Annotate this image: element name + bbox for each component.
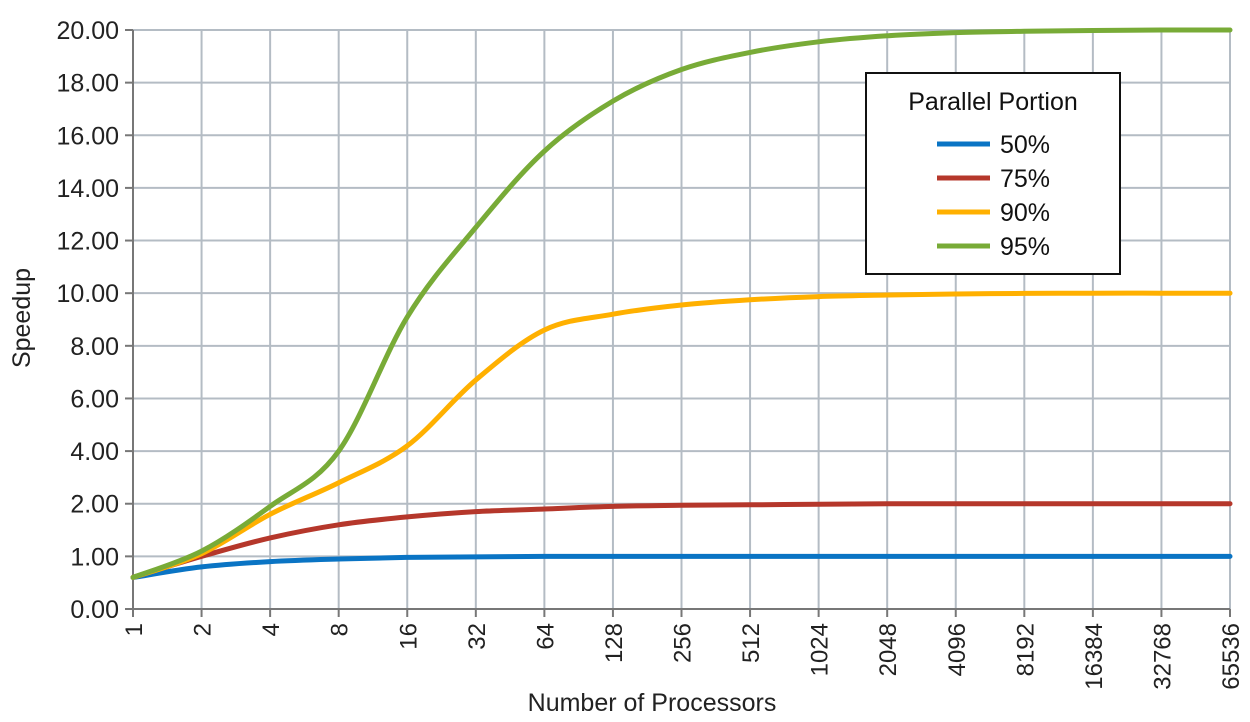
y-tick-label: 8.00	[70, 333, 119, 361]
x-tick-label: 8192	[1012, 623, 1039, 676]
x-tick-label: 1024	[807, 623, 834, 676]
x-tick-label: 4	[258, 623, 285, 636]
legend-label: 95%	[1000, 233, 1050, 261]
y-tick-label: 2.00	[70, 491, 119, 519]
y-tick-label: 4.00	[70, 438, 119, 466]
y-tick-label: 12.00	[56, 228, 119, 256]
legend-label: 75%	[1000, 165, 1050, 193]
x-tick-label: 2048	[875, 623, 902, 676]
y-tick-label: 6.00	[70, 385, 119, 413]
y-tick-label: 10.00	[56, 280, 119, 308]
x-tick-label: 256	[670, 623, 697, 663]
series-line-50-percent	[130, 553, 1233, 580]
x-tick-label: 16384	[1081, 623, 1108, 690]
x-tick-label: 2	[190, 623, 217, 636]
legend-title: Parallel Portion	[908, 88, 1078, 116]
x-axis-title: Number of Processors	[528, 689, 777, 717]
y-tick-label: 0.00	[70, 596, 119, 624]
x-tick-label: 8	[327, 623, 354, 636]
y-tick-label: 14.00	[56, 175, 119, 203]
legend-box	[865, 72, 1121, 275]
legend-label: 50%	[1000, 131, 1050, 159]
y-axis-title: Speedup	[8, 268, 36, 368]
series-line-75-percent	[130, 501, 1233, 580]
x-tick-label: 128	[601, 623, 628, 663]
x-tick-label: 1	[121, 623, 148, 636]
legend-label: 90%	[1000, 199, 1050, 227]
x-tick-label: 16	[395, 623, 422, 650]
axis-layer: 0.00 1.00 2.00 4.00 6.00 8.00 10.00 12.00 14.00 1…	[56, 17, 1245, 690]
x-tick-label: 32768	[1149, 623, 1176, 690]
x-tick-label: 64	[532, 623, 559, 650]
series-line-90-percent	[130, 290, 1233, 580]
x-tick-label: 32	[464, 623, 491, 650]
legend: Parallel Portion 50% 75% 90% 95%	[865, 72, 1121, 275]
y-tick-label: 18.00	[56, 70, 119, 98]
x-tick-label: 512	[738, 623, 765, 663]
x-tick-label: 65536	[1218, 623, 1245, 690]
y-tick-label: 1.00	[70, 543, 119, 571]
x-tick-label: 4096	[944, 623, 971, 676]
legend-entries: 50% 75% 90% 95%	[937, 131, 1050, 261]
y-tick-label: 16.00	[56, 122, 119, 150]
series-line-95-percent	[130, 27, 1233, 580]
series-layer	[130, 27, 1233, 580]
y-tick-label: 20.00	[56, 17, 119, 45]
